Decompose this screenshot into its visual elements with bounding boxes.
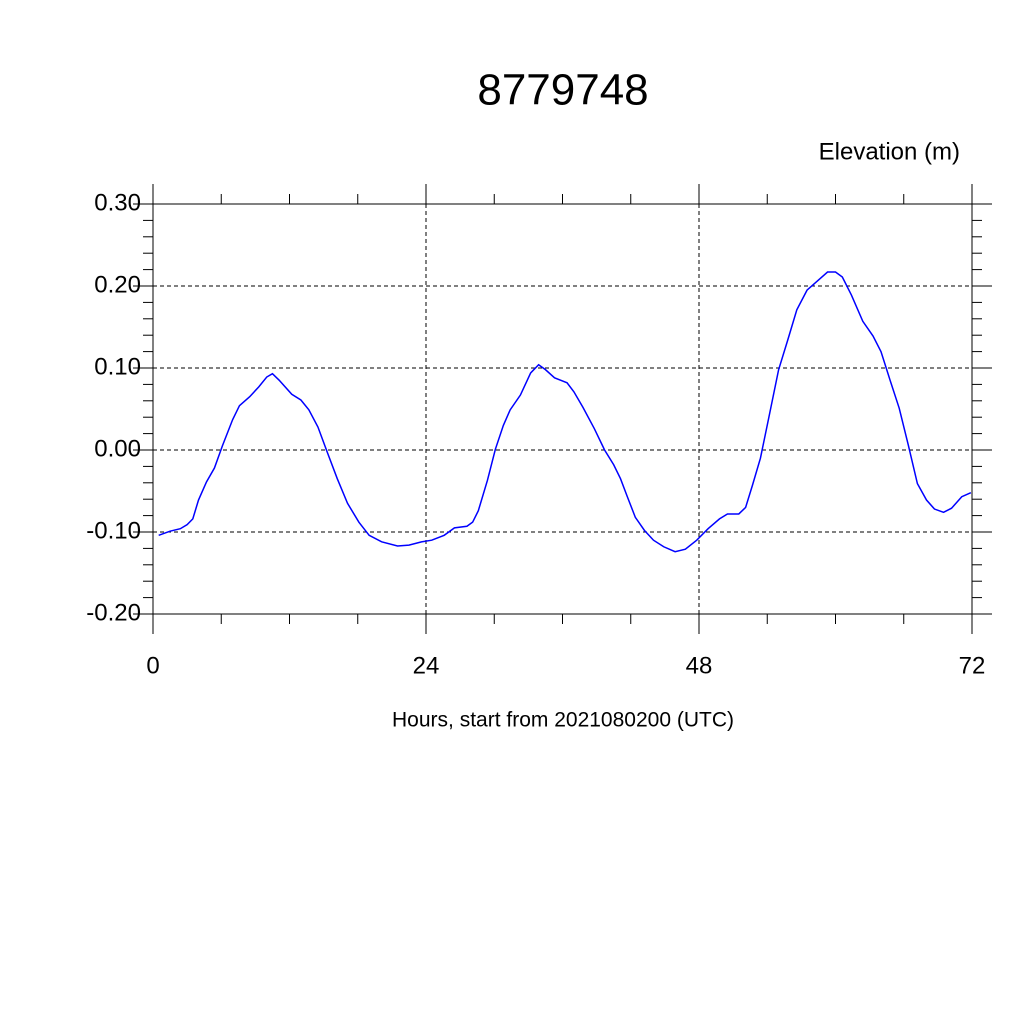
x-axis-title: Hours, start from 2021080200 (UTC) — [392, 709, 734, 732]
y-tick-label: 0.30 — [94, 189, 141, 216]
chart-title: 8779748 — [477, 66, 648, 115]
y-tick-label: 0.00 — [94, 435, 141, 462]
y-tick-label: -0.10 — [86, 517, 141, 544]
data-line — [158, 271, 972, 553]
x-tick-label: 24 — [413, 652, 440, 679]
y-tick-label: 0.10 — [94, 353, 141, 380]
y-tick-label: -0.20 — [86, 599, 141, 626]
y-tick-label: 0.20 — [94, 271, 141, 298]
x-tick-label: 72 — [959, 652, 986, 679]
x-tick-label: 0 — [146, 652, 159, 679]
x-tick-label: 48 — [686, 652, 713, 679]
plot-frame — [152, 203, 973, 615]
y-axis-title: Elevation (m) — [819, 138, 960, 165]
